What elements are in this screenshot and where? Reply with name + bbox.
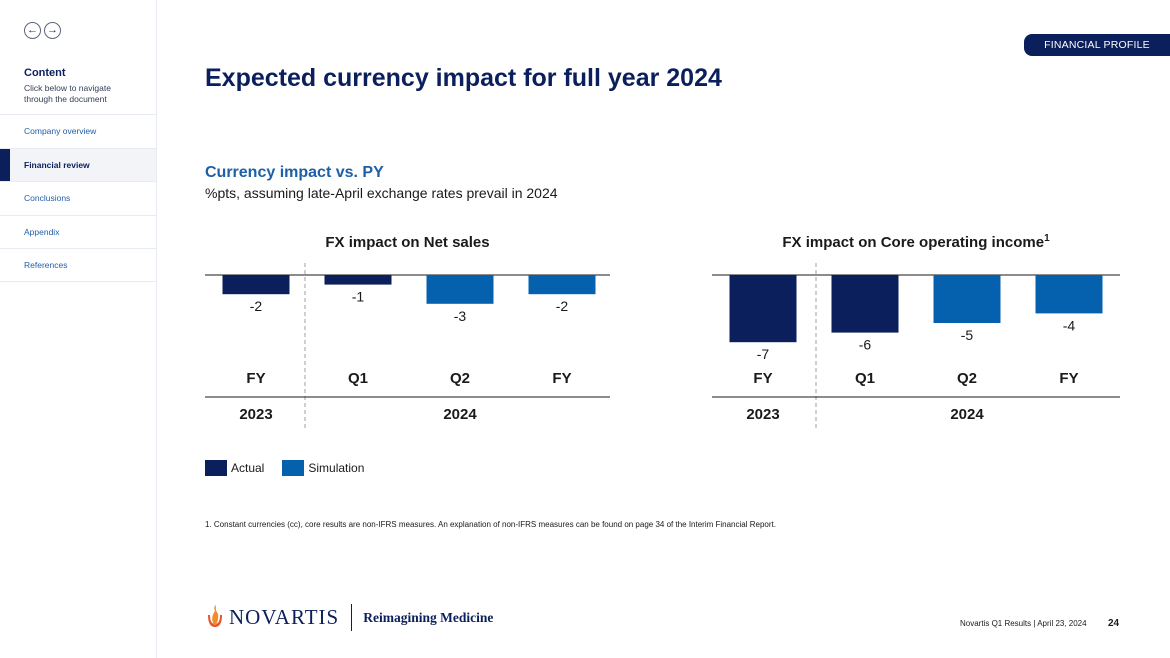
sidebar-item-company-overview[interactable]: Company overview xyxy=(0,114,156,148)
logo-wordmark: NOVARTIS xyxy=(229,605,340,629)
category-label: Q1 xyxy=(855,370,875,387)
category-label: Q2 xyxy=(957,370,977,387)
data-label: -2 xyxy=(250,298,263,314)
data-label: -4 xyxy=(1063,317,1076,333)
nav-arrows: ← → xyxy=(24,22,61,39)
sidebar-header: Content Click below to navigate through … xyxy=(24,67,134,105)
bar xyxy=(426,275,494,304)
section-tag: FINANCIAL PROFILE xyxy=(1024,34,1170,56)
sidebar-item-references[interactable]: References xyxy=(0,248,156,282)
legend-label-simulation: Simulation xyxy=(308,461,365,475)
bar xyxy=(324,275,392,285)
legend: Actual Simulation xyxy=(205,460,382,476)
category-label: FY xyxy=(246,370,265,387)
novartis-flame-icon xyxy=(208,604,222,627)
legend-item-actual: Actual xyxy=(205,460,264,476)
forward-arrow-icon[interactable]: → xyxy=(44,22,61,39)
year-label: 2023 xyxy=(746,406,779,423)
legend-item-simulation: Simulation xyxy=(282,460,364,476)
year-label: 2023 xyxy=(239,406,272,423)
data-label: -2 xyxy=(556,298,569,314)
sidebar-title: Content xyxy=(24,67,66,79)
sidebar-item-appendix[interactable]: Appendix xyxy=(0,214,156,249)
novartis-logo: NOVARTIS Reimagining Medicine xyxy=(205,604,493,631)
data-label: -6 xyxy=(859,337,872,353)
chart-title: FX impact on Core operating income1 xyxy=(782,233,1050,251)
bar xyxy=(1035,275,1103,314)
data-label: -7 xyxy=(757,346,770,362)
sidebar: ← → Content Click below to navigate thro… xyxy=(0,0,157,658)
legend-swatch-actual xyxy=(205,460,227,476)
year-label: 2024 xyxy=(443,406,477,423)
bar xyxy=(528,275,596,295)
bar xyxy=(729,275,797,343)
logo-separator xyxy=(351,604,353,631)
category-label: FY xyxy=(1059,370,1078,387)
footer-text: Novartis Q1 Results | April 23, 2024 xyxy=(960,619,1087,628)
chart-title: FX impact on Net sales xyxy=(325,234,489,251)
data-label: -1 xyxy=(352,289,365,305)
legend-swatch-simulation xyxy=(282,460,305,476)
category-label: Q1 xyxy=(348,370,368,387)
page-title: Expected currency impact for full year 2… xyxy=(205,64,722,92)
footnote: 1. Constant currencies (cc), core result… xyxy=(205,520,776,529)
chart-title-footnote-marker: 1 xyxy=(1044,233,1050,244)
logo-tagline: Reimagining Medicine xyxy=(363,609,494,625)
page-number: 24 xyxy=(1108,618,1120,629)
back-arrow-icon[interactable]: ← xyxy=(24,22,41,39)
sidebar-menu: Company overview Financial review Conclu… xyxy=(0,114,156,282)
data-label: -3 xyxy=(454,308,467,324)
chart-subtext: %pts, assuming late-April exchange rates… xyxy=(205,185,558,201)
bar xyxy=(222,275,290,295)
category-label: FY xyxy=(552,370,571,387)
data-label: -5 xyxy=(961,327,974,343)
bar xyxy=(933,275,1001,323)
legend-label-actual: Actual xyxy=(231,461,265,475)
sidebar-item-financial-review[interactable]: Financial review xyxy=(0,147,156,181)
year-label: 2024 xyxy=(950,406,984,423)
sidebar-subtitle: Click below to navigate through the docu… xyxy=(24,83,111,104)
bar xyxy=(831,275,899,333)
sidebar-item-conclusions[interactable]: Conclusions xyxy=(0,181,156,215)
chart-subhead: Currency impact vs. PY xyxy=(205,164,384,181)
category-label: FY xyxy=(753,370,772,387)
category-label: Q2 xyxy=(450,370,470,387)
